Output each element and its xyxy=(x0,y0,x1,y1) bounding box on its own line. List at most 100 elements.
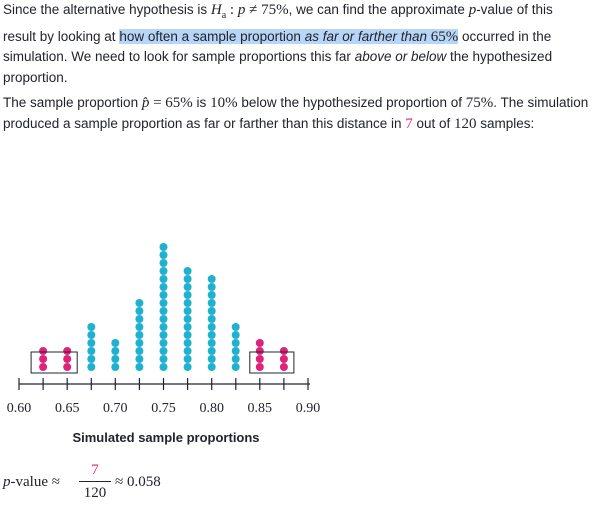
explanation-paragraph-2: The sample proportion p̂ = 65% is 10% be… xyxy=(3,93,589,134)
sample-dot xyxy=(207,339,216,347)
explanation-paragraph-1: Since the alternative hypothesis is Ha :… xyxy=(3,0,589,88)
sample-dot xyxy=(87,355,96,363)
sample-dot xyxy=(159,323,168,331)
tick-label: 0.90 xyxy=(296,401,321,416)
extreme-dot xyxy=(39,355,48,363)
math-phat: p̂ = 65% xyxy=(141,95,193,111)
sample-dot xyxy=(135,331,144,339)
sample-dot xyxy=(207,307,216,315)
sample-dot xyxy=(159,315,168,323)
sample-dot xyxy=(159,259,168,267)
text-span: below the hypothesized proportion of xyxy=(237,95,466,110)
sample-dot xyxy=(159,355,168,363)
text-span: the hypothesized proportion. xyxy=(3,49,553,85)
sample-dot xyxy=(159,283,168,291)
math-75pct: 75% xyxy=(465,95,494,111)
math-7: 7 xyxy=(405,115,413,132)
sample-dot xyxy=(111,355,120,363)
sample-dot xyxy=(183,315,192,323)
sample-dot xyxy=(111,339,120,347)
extreme-dot xyxy=(39,363,48,371)
sample-dot xyxy=(207,283,216,291)
sample-dot xyxy=(183,347,192,355)
sample-dot xyxy=(159,299,168,307)
sample-dot xyxy=(135,339,144,347)
sample-dot xyxy=(159,275,168,283)
sample-dot xyxy=(111,363,120,371)
extreme-dot xyxy=(63,363,72,371)
sample-dot xyxy=(207,331,216,339)
sample-dot xyxy=(87,347,96,355)
sample-dot xyxy=(159,307,168,315)
sample-dot xyxy=(207,347,216,355)
tick-label: 0.80 xyxy=(199,401,224,416)
extreme-dot xyxy=(63,347,72,355)
sample-dot xyxy=(231,355,240,363)
dotplot-chart: 0.60 0.65 0.70 0.75 0.80 0.85 0.90 Simulated s… xyxy=(7,243,321,445)
sample-dot xyxy=(183,267,192,275)
sample-dot xyxy=(183,307,192,315)
extreme-region-box xyxy=(249,351,295,374)
sample-dot xyxy=(207,355,216,363)
sample-dot xyxy=(135,355,144,363)
extreme-dot xyxy=(279,363,288,371)
formula-lhs: p-value ≈ xyxy=(3,474,60,490)
extreme-dot xyxy=(255,363,264,371)
sample-dot xyxy=(183,323,192,331)
emphasis-text: above or below xyxy=(354,49,447,64)
sample-dot xyxy=(183,291,192,299)
sample-dot xyxy=(87,363,96,371)
sample-dot xyxy=(231,363,240,371)
sample-dot xyxy=(231,331,240,339)
sample-dot xyxy=(87,339,96,347)
sample-dot xyxy=(159,267,168,275)
sample-dot xyxy=(135,363,144,371)
tick-label: 0.75 xyxy=(151,401,176,416)
tick-label: 0.85 xyxy=(248,401,273,416)
tick-label: 0.60 xyxy=(7,401,32,416)
x-axis-label: Simulated sample proportions xyxy=(72,430,259,445)
sample-dot xyxy=(207,299,216,307)
sample-dot xyxy=(159,251,168,259)
text-span: Since the alternative hypothesis is xyxy=(3,2,211,17)
sample-dot xyxy=(159,331,168,339)
tick-label: 0.65 xyxy=(55,401,80,416)
text-span: -value of this result by looking at xyxy=(3,2,553,44)
sample-dot xyxy=(135,315,144,323)
extreme-dot xyxy=(255,339,264,347)
formula-fraction: 7 120 xyxy=(79,460,111,503)
sample-dot xyxy=(87,331,96,339)
sample-dot xyxy=(135,307,144,315)
sample-dot xyxy=(111,347,120,355)
sample-dot xyxy=(159,339,168,347)
extreme-dot xyxy=(279,347,288,355)
sample-dot xyxy=(183,275,192,283)
extreme-dot xyxy=(279,355,288,363)
sample-dot xyxy=(207,363,216,371)
sample-dot xyxy=(135,323,144,331)
fraction-denominator: 120 xyxy=(83,485,107,501)
sample-dot xyxy=(183,331,192,339)
sample-dot xyxy=(231,339,240,347)
sample-dot xyxy=(135,347,144,355)
sample-dot xyxy=(207,275,216,283)
math-p: p xyxy=(468,2,477,18)
extreme-region-box xyxy=(30,351,78,374)
text-span: out of xyxy=(412,115,455,131)
sample-dot xyxy=(207,315,216,323)
math-10pct: 10% xyxy=(210,95,238,111)
sample-dot xyxy=(207,291,216,299)
sample-dot xyxy=(159,243,168,251)
formula-rhs: ≈ 0.058 xyxy=(115,474,161,490)
text-span: is xyxy=(192,95,211,110)
math-alt-hypothesis: Ha : p ≠ 75% xyxy=(210,2,289,21)
tick-label: 0.70 xyxy=(103,401,128,416)
text-span: . The simulation produced a sample propo… xyxy=(3,95,589,131)
sample-dot xyxy=(183,363,192,371)
sample-dot xyxy=(183,283,192,291)
sample-dot xyxy=(135,299,144,307)
sample-dot xyxy=(159,291,168,299)
sample-dot xyxy=(207,323,216,331)
sample-dot xyxy=(87,323,96,331)
fraction-bar xyxy=(79,481,111,482)
